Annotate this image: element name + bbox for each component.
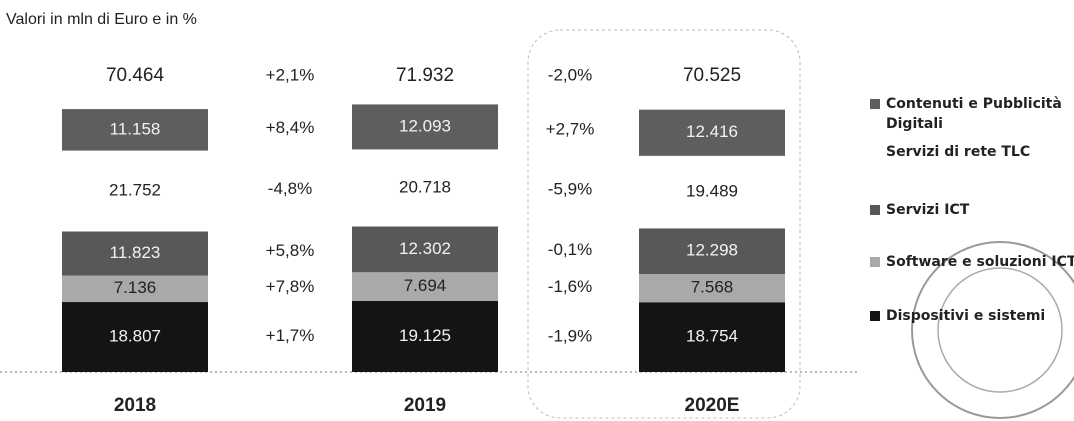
legend-label: Contenuti e Pubblicità Digitali [886, 96, 1062, 132]
legend-label: Software e soluzioni ICT [886, 254, 1074, 270]
bar-segment [639, 155, 785, 229]
total-change-label: +2,1% [266, 65, 315, 84]
stamp-inner [937, 267, 1063, 393]
change-label: +8,4% [266, 118, 315, 137]
bar-segment [639, 302, 785, 372]
bar-segment [352, 104, 498, 150]
bar-segment [639, 228, 785, 275]
change-label: +5,8% [266, 241, 315, 260]
value-label: 11.158 [110, 119, 161, 138]
total-label: 70.464 [106, 65, 165, 86]
category-label: 2019 [404, 395, 446, 416]
stamp [911, 241, 1074, 419]
bar-segment [639, 109, 785, 156]
total-label: 70.525 [683, 65, 741, 86]
legend-label: Dispositivi e sistemi [886, 308, 1045, 324]
category-label: 2018 [114, 395, 156, 416]
bar-segment [352, 149, 498, 227]
bar-segment [62, 275, 208, 303]
value-label: 19.125 [399, 326, 451, 345]
legend-label: Servizi di rete TLC [886, 144, 1030, 160]
category-label: 2020E [685, 395, 740, 416]
change-label: -4,8% [268, 179, 312, 198]
value-label: 20.718 [399, 177, 451, 196]
change-label: -1,9% [548, 326, 592, 345]
bar-segment [352, 300, 498, 372]
value-label: 18.807 [109, 327, 161, 346]
change-label: +1,7% [266, 326, 315, 345]
value-label: 7.136 [114, 278, 157, 297]
change-label: -0,1% [548, 240, 592, 259]
value-label: 12.093 [399, 116, 451, 135]
bar-segment [62, 231, 208, 276]
legend-swatch [870, 205, 880, 215]
change-label: -1,6% [548, 277, 592, 296]
value-label: 19.489 [686, 182, 738, 201]
value-label: 21.752 [109, 181, 161, 200]
bar-segment [62, 109, 208, 151]
value-label: 12.416 [686, 122, 738, 141]
value-label: 18.754 [686, 327, 738, 346]
bar-segment [62, 302, 208, 372]
bar-segment [62, 150, 208, 232]
total-label: 71.932 [396, 65, 454, 86]
bar-segment [639, 274, 785, 303]
chart-subtitle: Valori in mln di Euro e in % [6, 11, 197, 28]
bar-segment [352, 226, 498, 273]
value-label: 7.568 [691, 278, 734, 297]
total-change-label: -2,0% [548, 65, 592, 84]
legend-label: Servizi ICT [886, 202, 970, 218]
bar-segment [352, 272, 498, 301]
change-label: +2,7% [546, 119, 595, 138]
highlight-frame [527, 29, 801, 419]
change-label: +7,8% [266, 277, 315, 296]
value-label: 7.694 [404, 276, 447, 295]
change-label: -5,9% [548, 179, 592, 198]
value-label: 12.298 [686, 241, 738, 260]
legend-swatch [870, 99, 880, 109]
value-label: 11.823 [110, 243, 161, 262]
legend-swatch [870, 311, 880, 321]
value-label: 12.302 [399, 239, 451, 258]
legend-swatch [870, 257, 880, 267]
